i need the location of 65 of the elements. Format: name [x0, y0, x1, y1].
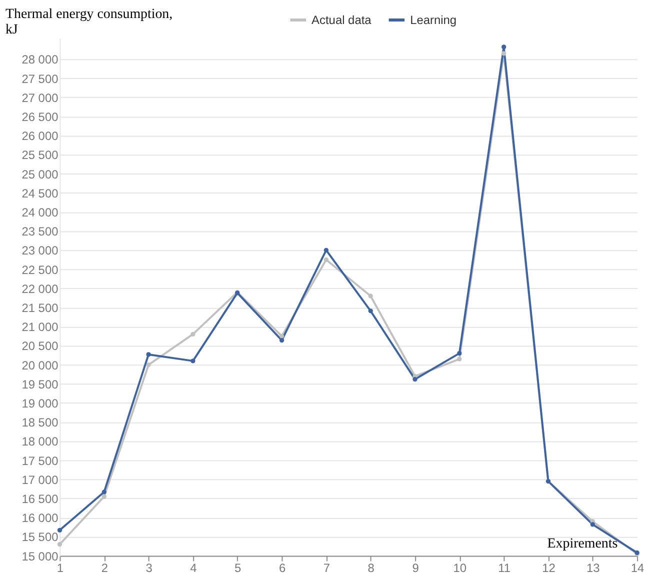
point: [501, 44, 506, 50]
y-axis-title: Thermal energy consumption, kJ: [5, 6, 173, 38]
point: [324, 248, 329, 253]
point: [146, 352, 151, 357]
y-tick-label: 15 000: [22, 549, 59, 564]
x-tick-label: 1: [56, 561, 64, 576]
point: [57, 542, 62, 547]
point: [190, 358, 196, 364]
y-tick-label: 21 000: [22, 320, 59, 334]
x-tick-label: 14: [630, 561, 645, 576]
point: [368, 308, 373, 314]
y-tick-label: 23 500: [22, 224, 59, 239]
y-tick-label: 22 000: [22, 282, 59, 296]
y-tick-label: 25 000: [22, 167, 59, 182]
y-tick-label: 26 500: [22, 110, 59, 124]
y-tick-label: 16 500: [22, 492, 59, 506]
point: [190, 332, 196, 337]
y-tick-label: 21 500: [22, 300, 59, 315]
y-tick-label: 24 500: [22, 186, 59, 200]
point: [368, 294, 373, 298]
point: [457, 350, 462, 356]
y-tick-label: 17 500: [22, 454, 59, 468]
y-tick-label: 23 000: [22, 244, 59, 258]
x-tick-label: 13: [586, 561, 600, 576]
point: [457, 356, 462, 362]
x-axis-title: Expirements: [547, 536, 618, 552]
x-tick-label: 2: [101, 561, 108, 576]
x-tick-label: 10: [453, 561, 467, 576]
x-tick-label: 5: [234, 561, 242, 576]
y-tick-label: 20 000: [22, 358, 59, 372]
point: [324, 257, 329, 262]
y-tick-label: 18 000: [22, 434, 59, 449]
legend-label: Actual data: [312, 12, 372, 27]
point: [102, 494, 106, 499]
y-tick-label: 22 500: [22, 262, 59, 277]
point: [146, 362, 151, 368]
point: [412, 376, 418, 382]
y-tick-label: 28 000: [22, 52, 59, 67]
x-tick-label: 11: [498, 561, 511, 576]
x-tick-label: 12: [542, 561, 556, 576]
y-tick-label: 27 500: [22, 72, 59, 86]
point: [590, 522, 595, 527]
y-tick-label: 18 500: [22, 416, 59, 430]
legend-label: Learning: [410, 12, 457, 27]
y-tick-label: 15 500: [22, 530, 59, 544]
y-tick-label: 19 500: [22, 377, 59, 392]
x-tick-label: 7: [323, 561, 330, 576]
point: [279, 334, 284, 338]
y-tick-label: 24 000: [22, 205, 59, 220]
x-tick-label: 9: [412, 561, 420, 576]
y-tick-label: 27 000: [22, 90, 59, 105]
point: [57, 528, 62, 533]
y-tick-label: 16 000: [22, 511, 59, 526]
point: [501, 51, 506, 56]
x-tick-label: 8: [368, 561, 375, 576]
y-tick-label: 20 500: [22, 339, 59, 354]
x-tick-label: 3: [146, 561, 153, 576]
y-tick-label: 25 500: [22, 148, 59, 162]
y-tick-label: 26 000: [22, 129, 59, 144]
y-tick-label: 19 000: [22, 396, 59, 410]
y-tick-label: 17 000: [22, 472, 59, 487]
x-tick-label: 6: [278, 561, 286, 576]
point: [102, 490, 106, 494]
x-tick-label: 4: [190, 561, 198, 576]
point: [279, 338, 284, 343]
